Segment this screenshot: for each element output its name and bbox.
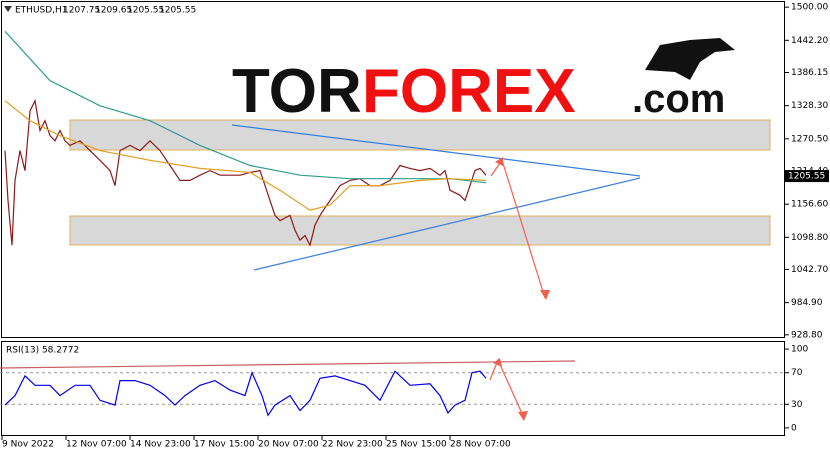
- resistance-zone: [69, 119, 771, 151]
- y-tick-label: 1270.50: [791, 134, 828, 144]
- watermark-bull: [645, 38, 735, 80]
- price-panel: [1, 1, 785, 338]
- rsi-title: RSI(13) 58.2772: [6, 346, 79, 356]
- y-tick-label: 1500.00: [791, 3, 828, 13]
- x-tick-label: 14 Nov 23:00: [130, 440, 191, 450]
- watermark-com: .com: [632, 77, 725, 121]
- series-line: [4, 30, 487, 184]
- ohlc-value: 1205.55: [127, 6, 164, 16]
- ohlc-value: 1207.75: [63, 6, 100, 16]
- y-tick-label: 1156.60: [791, 200, 828, 210]
- watermark-forex: FOREX: [362, 57, 576, 126]
- x-tick-label: 12 Nov 07:00: [66, 440, 127, 450]
- rsi-panel: [1, 341, 785, 436]
- y-tick-label: 30: [791, 400, 803, 410]
- ohlc-value: 1205.55: [159, 6, 196, 16]
- y-tick-label: 70: [791, 368, 803, 378]
- symbol: ETHUSD,H1: [15, 6, 68, 16]
- x-tick-label: 17 Nov 15:00: [194, 440, 255, 450]
- series-line: [4, 100, 487, 211]
- lower-trendline: [253, 177, 641, 271]
- upper-trendline: [231, 124, 641, 177]
- rsi-arrow-heads: [493, 358, 528, 421]
- watermark-tor: TOR: [232, 57, 362, 126]
- y-tick-label: 1098.80: [791, 233, 828, 243]
- y-tick-label: 1442.20: [791, 36, 828, 46]
- y-tick-label: 100: [791, 345, 808, 355]
- series-line: [4, 370, 487, 417]
- ohlc-value: 1209.65: [95, 6, 132, 16]
- x-tick-label: 22 Nov 23:00: [322, 440, 383, 450]
- y-tick-label: 1328.30: [791, 101, 828, 111]
- y-tick-label: 984.90: [791, 298, 823, 308]
- y-tick-label: 0: [791, 423, 797, 433]
- x-tick-label: 9 Nov 2022: [2, 440, 54, 450]
- symbol-icon: [4, 6, 12, 12]
- x-tick-label: 20 Nov 07:00: [258, 440, 319, 450]
- watermark: TOR FOREX .com: [232, 38, 735, 126]
- x-tick-label: 28 Nov 07:00: [450, 440, 511, 450]
- y-tick-label: 1042.70: [791, 265, 828, 275]
- last-price-box: [785, 170, 829, 183]
- last-price-label: 1205.55: [788, 172, 825, 182]
- y-tick-label: 1386.15: [791, 68, 828, 78]
- rsi-trendline: [0, 360, 576, 369]
- y-tick-label: 928.80: [791, 330, 823, 340]
- series-line: [4, 98, 487, 247]
- x-tick-label: 25 Nov 15:00: [386, 440, 447, 450]
